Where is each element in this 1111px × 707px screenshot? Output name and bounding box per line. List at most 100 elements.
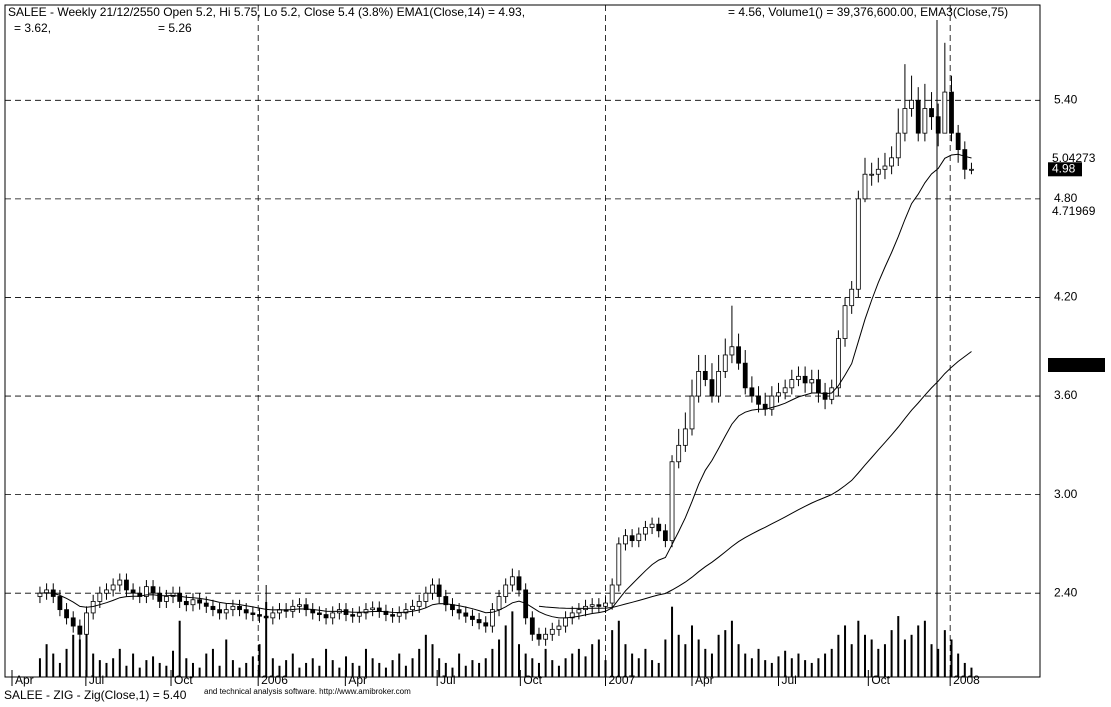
volume-bar: [285, 660, 288, 677]
candle-body: [463, 612, 469, 617]
candle-body: [70, 617, 76, 627]
volume-bar: [684, 644, 687, 677]
volume-bar: [531, 658, 534, 677]
volume-bar: [185, 658, 188, 677]
volume-bar: [98, 660, 101, 677]
volume-bar: [671, 606, 674, 677]
volume-bar: [737, 644, 740, 677]
candle-body: [144, 586, 149, 597]
volume-bar: [604, 660, 607, 677]
volume-bar: [877, 648, 880, 677]
x-tick-label: Apr: [348, 673, 367, 687]
x-tick-label: Oct: [871, 673, 890, 687]
volume-bar: [364, 648, 367, 677]
volume-bar: [378, 662, 381, 677]
volume-bar: [258, 644, 261, 677]
x-tick-label: Oct: [523, 673, 542, 687]
candle-body: [257, 614, 262, 617]
price-marker-label: 4.71969: [1052, 204, 1096, 218]
volume-bar: [331, 660, 334, 677]
candle-body: [682, 428, 688, 446]
volume-bar: [424, 634, 427, 677]
candle-body: [489, 609, 495, 627]
volume-bar: [238, 667, 241, 677]
candle-body: [789, 379, 795, 389]
candle-body: [609, 584, 615, 604]
candle-body: [942, 91, 948, 134]
volume-bar: [464, 665, 467, 677]
volume-bar: [491, 648, 494, 677]
candle-body: [649, 523, 655, 528]
volume-bar: [318, 665, 321, 677]
volume-bar: [970, 667, 973, 677]
candle-body: [330, 612, 336, 619]
volume-bar: [697, 639, 700, 677]
chart-title: SALEE - Weekly 21/12/2550 Open 5.2, Hi 5…: [8, 5, 525, 19]
candle-body: [37, 592, 43, 597]
volume-bar: [624, 644, 627, 677]
candle-body: [470, 615, 475, 620]
candle-body: [909, 99, 914, 109]
candle-body: [955, 132, 961, 150]
y-tick-label: 5.40: [1054, 92, 1078, 106]
volume-bar: [637, 658, 640, 677]
candle-body: [962, 149, 968, 170]
volume-bar: [943, 630, 946, 677]
candle-body: [782, 387, 788, 394]
candle-body: [529, 617, 535, 635]
candle-body: [749, 387, 755, 397]
volume-bar: [391, 660, 394, 677]
candle-body: [223, 609, 229, 614]
candle-body: [516, 576, 522, 591]
candle-body: [669, 461, 675, 542]
volume-bar: [837, 634, 840, 677]
volume-bar: [52, 653, 55, 677]
subtitle-left: = 3.62,: [14, 21, 51, 35]
volume-bar: [211, 648, 214, 677]
candle-body: [383, 610, 389, 615]
volume-bar: [850, 644, 853, 677]
volume-bar: [152, 656, 155, 677]
candle-body: [190, 599, 196, 606]
subtitle-mid: = 5.26: [158, 21, 192, 35]
volume-bar: [790, 658, 793, 677]
candle-body: [716, 370, 722, 397]
candle-body: [855, 198, 861, 290]
volume-bar: [744, 653, 747, 677]
candle-body: [303, 604, 309, 611]
candle-body: [736, 346, 741, 364]
candle-body: [323, 614, 329, 619]
candle-body: [396, 612, 402, 617]
ema-line: [538, 351, 972, 609]
candle-body: [756, 395, 761, 405]
volume-bar: [917, 625, 920, 677]
volume-bar: [644, 648, 647, 677]
volume-bar: [797, 653, 800, 677]
footer: SALEE - ZIG - Zig(Close,1) = 5.40: [4, 688, 187, 702]
candle-body: [922, 108, 928, 134]
volume-bar: [245, 662, 248, 677]
volume-bar: [191, 662, 194, 677]
volume-bar: [903, 639, 906, 677]
candle-body: [503, 584, 509, 597]
volume-bar: [764, 660, 767, 677]
volume-bar: [810, 662, 813, 677]
candle-body: [403, 609, 409, 614]
candle-body: [576, 609, 582, 614]
volume-bar: [458, 653, 461, 677]
candle-body: [150, 586, 156, 594]
volume-bar: [351, 662, 354, 677]
candle-body: [430, 584, 435, 594]
candle-body: [689, 395, 695, 430]
candle-body: [589, 604, 595, 607]
volume-bar: [311, 658, 314, 677]
x-tick-label: 2006: [261, 673, 288, 687]
candle-body: [543, 633, 549, 640]
volume-bar: [863, 634, 866, 677]
volume-bar: [777, 656, 780, 677]
candle-body: [297, 604, 302, 607]
candle-body: [822, 392, 828, 400]
candle-body: [64, 609, 69, 619]
volume-bar: [92, 653, 95, 677]
volume-bar: [358, 665, 361, 677]
